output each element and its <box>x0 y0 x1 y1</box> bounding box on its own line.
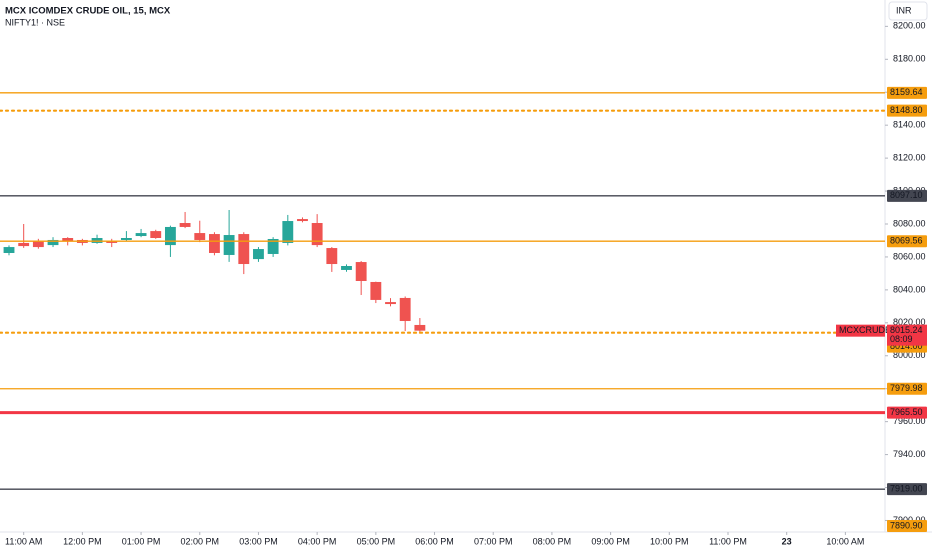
price-line-label-box <box>887 235 927 248</box>
candle-body <box>282 221 294 243</box>
x-tick-label: 10:00 PM <box>650 536 689 546</box>
x-tick-label: 03:00 PM <box>239 536 278 546</box>
candle-body <box>106 240 118 243</box>
price-line-label-box <box>887 406 927 419</box>
x-tick-label: 06:00 PM <box>415 536 454 546</box>
price-line-label-box <box>887 483 927 496</box>
candle-body <box>223 235 235 255</box>
price-line-label: 8069.56 <box>890 236 923 246</box>
last-price-box <box>887 324 927 346</box>
currency[interactable]: INR <box>896 5 912 15</box>
price-line-label: 8014.00 <box>890 341 923 351</box>
y-tick-label: 8200.00 <box>893 21 926 31</box>
last-price-name-box <box>836 324 885 337</box>
last-price-name: MCXCRUDEX <box>839 325 897 335</box>
price-line-label: 7979.98 <box>890 383 923 393</box>
candle-body <box>267 238 279 254</box>
x-tick-label: 12:00 PM <box>63 536 102 546</box>
x-tick-label: 08:00 PM <box>533 536 572 546</box>
x-tick-label: 02:00 PM <box>180 536 219 546</box>
x-tick-label: 11:00 AM <box>5 536 42 546</box>
last-price-label: 8015.24 <box>890 325 923 335</box>
y-tick-label: 7960.00 <box>893 416 926 426</box>
candle-body <box>414 324 426 331</box>
candle-body <box>370 281 382 300</box>
price-line-label: 7890.90 <box>890 520 923 530</box>
x-tick-label: 11:00 PM <box>709 536 747 546</box>
price-line-label: 8097.10 <box>890 190 923 200</box>
x-tick-label: 05:00 PM <box>357 536 396 546</box>
x-tick-label: 09:00 PM <box>591 536 630 546</box>
candle-body <box>326 248 338 265</box>
candle-body <box>179 223 191 227</box>
candle-body <box>399 297 411 322</box>
price-line-label: 7965.50 <box>890 407 923 417</box>
price-line-label-box <box>887 189 927 202</box>
y-tick-label: 8140.00 <box>893 120 926 130</box>
y-tick-label: 8120.00 <box>893 152 926 162</box>
y-tick-label: 8180.00 <box>893 54 926 64</box>
candle-body <box>18 242 30 247</box>
candle-body <box>150 231 162 238</box>
candle-body <box>253 249 264 260</box>
candle-body <box>3 247 15 253</box>
chart-subtitle: NIFTY1! · NSE <box>5 17 65 27</box>
x-tick-label: 10:00 AM <box>826 536 864 546</box>
price-line-label: 7919.00 <box>890 484 923 494</box>
candle-body <box>164 226 176 246</box>
y-tick-label: 7940.00 <box>893 449 926 459</box>
candle-body <box>238 234 250 265</box>
candle-body <box>135 233 147 237</box>
candle-body <box>91 238 103 243</box>
candle-body <box>311 223 323 246</box>
candle-body <box>194 233 206 240</box>
candle-body <box>47 239 59 246</box>
y-tick-label: 8060.00 <box>893 251 926 261</box>
countdown: 08:09 <box>890 334 913 344</box>
price-line-label: 8148.80 <box>890 105 923 115</box>
price-line-label: 8159.64 <box>890 87 923 97</box>
price-line-label-box <box>887 382 927 395</box>
y-tick-label: 7900.00 <box>893 515 926 525</box>
candle-body <box>297 219 308 222</box>
candle-body <box>120 238 132 240</box>
currency-box[interactable] <box>888 1 928 21</box>
price-line-label-box <box>887 86 927 99</box>
x-tick-label: 23 <box>782 536 792 546</box>
price-line-label-box <box>887 520 927 532</box>
price-line-label-box <box>887 104 927 117</box>
chart-title: MCX ICOMDEX CRUDE OIL, 15, MCX <box>5 6 171 17</box>
candle-body <box>355 262 367 281</box>
candle-body <box>32 240 44 248</box>
y-tick-label: 8020.00 <box>893 317 926 327</box>
x-tick-label: 01:00 PM <box>122 536 161 546</box>
candle-body <box>341 266 352 270</box>
y-tick-label: 8080.00 <box>893 218 926 228</box>
candle-body <box>209 234 220 253</box>
y-tick-label: 8040.00 <box>893 284 926 294</box>
candle-body <box>385 302 396 305</box>
y-tick-label: 8000.00 <box>893 350 926 360</box>
candle-body <box>62 238 74 241</box>
x-tick-label: 04:00 PM <box>298 536 337 546</box>
x-tick-label: 07:00 PM <box>474 536 513 546</box>
